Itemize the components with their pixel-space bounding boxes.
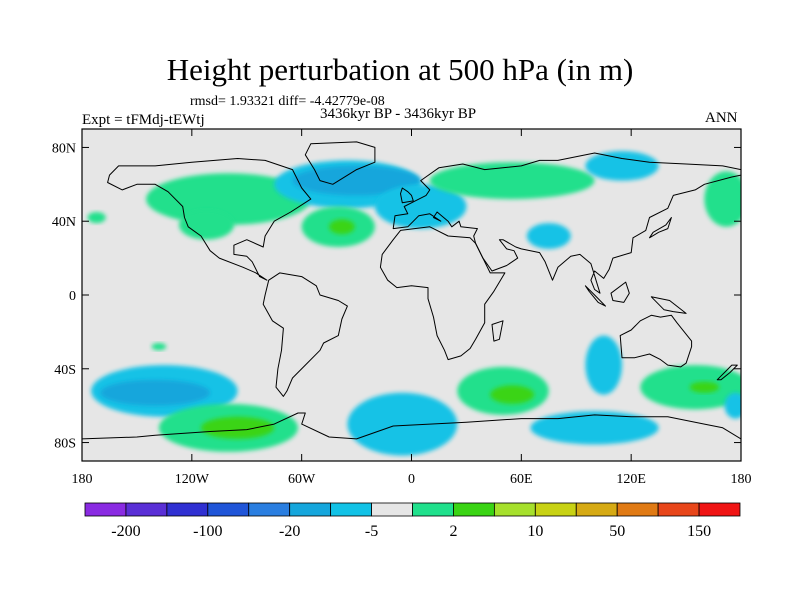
colorbar-label: 10 [527, 523, 543, 540]
colorbar-swatch [453, 502, 495, 517]
coastline-south-america [262, 272, 348, 397]
colorbar-swatch [412, 502, 454, 517]
colorbar-swatch [248, 502, 291, 517]
colorbar-swatch [330, 502, 372, 517]
y-tick-label: 80S [54, 437, 76, 452]
region-south-pacific-positive-core [200, 416, 275, 439]
region-na-pacific-positive [146, 173, 311, 225]
region-siberia-positive [429, 162, 595, 200]
x-tick-label: 120W [175, 472, 210, 487]
coastline-australia [619, 314, 693, 368]
coastline-uk [400, 187, 414, 204]
colorbar-swatch [207, 502, 250, 517]
colorbar-swatch [657, 502, 700, 517]
x-tick-label: 60W [288, 472, 316, 487]
region-atlantic-positive-core [329, 219, 355, 235]
coastline-layer [82, 141, 741, 461]
coastline-japan [649, 217, 672, 239]
colorbar-label: -20 [279, 523, 300, 540]
x-tick-label: 120E [616, 472, 646, 487]
coastline-africa [379, 226, 506, 361]
colorbar-swatch [371, 502, 413, 517]
x-tick-label: 0 [408, 472, 415, 487]
colorbar-swatch [289, 502, 332, 517]
x-tick-label: 180 [72, 472, 93, 487]
region-indian-negative [585, 335, 623, 395]
region-australia-south-positive-core [689, 381, 720, 393]
region-arctic-negative [585, 151, 659, 181]
colorbar-swatch [698, 502, 741, 517]
x-tick-label: 180 [731, 472, 752, 487]
colorbar-label: -200 [111, 523, 140, 540]
axis-ticks: 180 120W 60W 0 60E 120E 180 80N 40N 0 40S 80S [52, 129, 752, 487]
colorbar-swatch [493, 502, 536, 517]
colorbar-swatch [84, 502, 127, 517]
colorbar-label: 150 [687, 523, 711, 540]
coastline-sumatra [584, 285, 606, 307]
colorbar-swatch [534, 502, 577, 517]
y-tick-label: 80N [52, 141, 76, 156]
period-label: 3436kyr BP - 3436kyr BP [320, 106, 477, 122]
colorbar-swatch [616, 502, 659, 517]
stats-label: rmsd= 1.93321 diff= -4.42779e-08 [190, 94, 385, 109]
colorbar: -200 -100 -20 -5 2 10 50 150 [84, 502, 741, 540]
season-label: ANN [705, 110, 738, 126]
y-tick-label: 40N [52, 215, 76, 230]
region-na-pacific-positive-west [87, 212, 106, 224]
region-southern-ocean-negative [530, 411, 659, 445]
coastline-madagascar [491, 320, 504, 342]
coastline-new-zealand [716, 364, 738, 381]
colorbar-swatch [575, 502, 618, 517]
y-tick-label: 40S [54, 363, 76, 378]
colorbar-swatch [125, 502, 168, 517]
colorbar-label: 2 [449, 523, 457, 540]
region-south-atlantic-negative [347, 392, 458, 456]
y-tick-label: 0 [69, 289, 76, 304]
colorbar-label: 50 [609, 523, 625, 540]
coastline-eurasia [392, 152, 741, 294]
region-north-atlantic-negative-core [292, 165, 421, 196]
region-na-west-positive [179, 210, 234, 240]
plot-title: Height perturbation at 500 hPa (in m) [166, 52, 634, 87]
colorbar-swatch [166, 502, 209, 517]
coastline-north-america [107, 158, 312, 281]
anomaly-layer [87, 151, 741, 456]
coastline-antarctica [82, 412, 741, 461]
colorbar-label: -5 [365, 523, 378, 540]
region-caspian-negative [526, 223, 571, 249]
coastline-greenland [304, 141, 376, 185]
region-south-indian-positive-core [490, 385, 535, 404]
region-pacific-east-negative [724, 392, 741, 419]
coastline-new-guinea [650, 296, 687, 314]
x-tick-label: 60E [510, 472, 533, 487]
experiment-label: Expt = tFMdj-tEWtj [82, 112, 205, 128]
region-tropical-small-positive [151, 342, 167, 351]
region-dateline-positive [704, 171, 741, 227]
region-south-pacific-negative-core [100, 379, 211, 406]
coastline-borneo [610, 281, 630, 303]
colorbar-label: -100 [193, 523, 222, 540]
